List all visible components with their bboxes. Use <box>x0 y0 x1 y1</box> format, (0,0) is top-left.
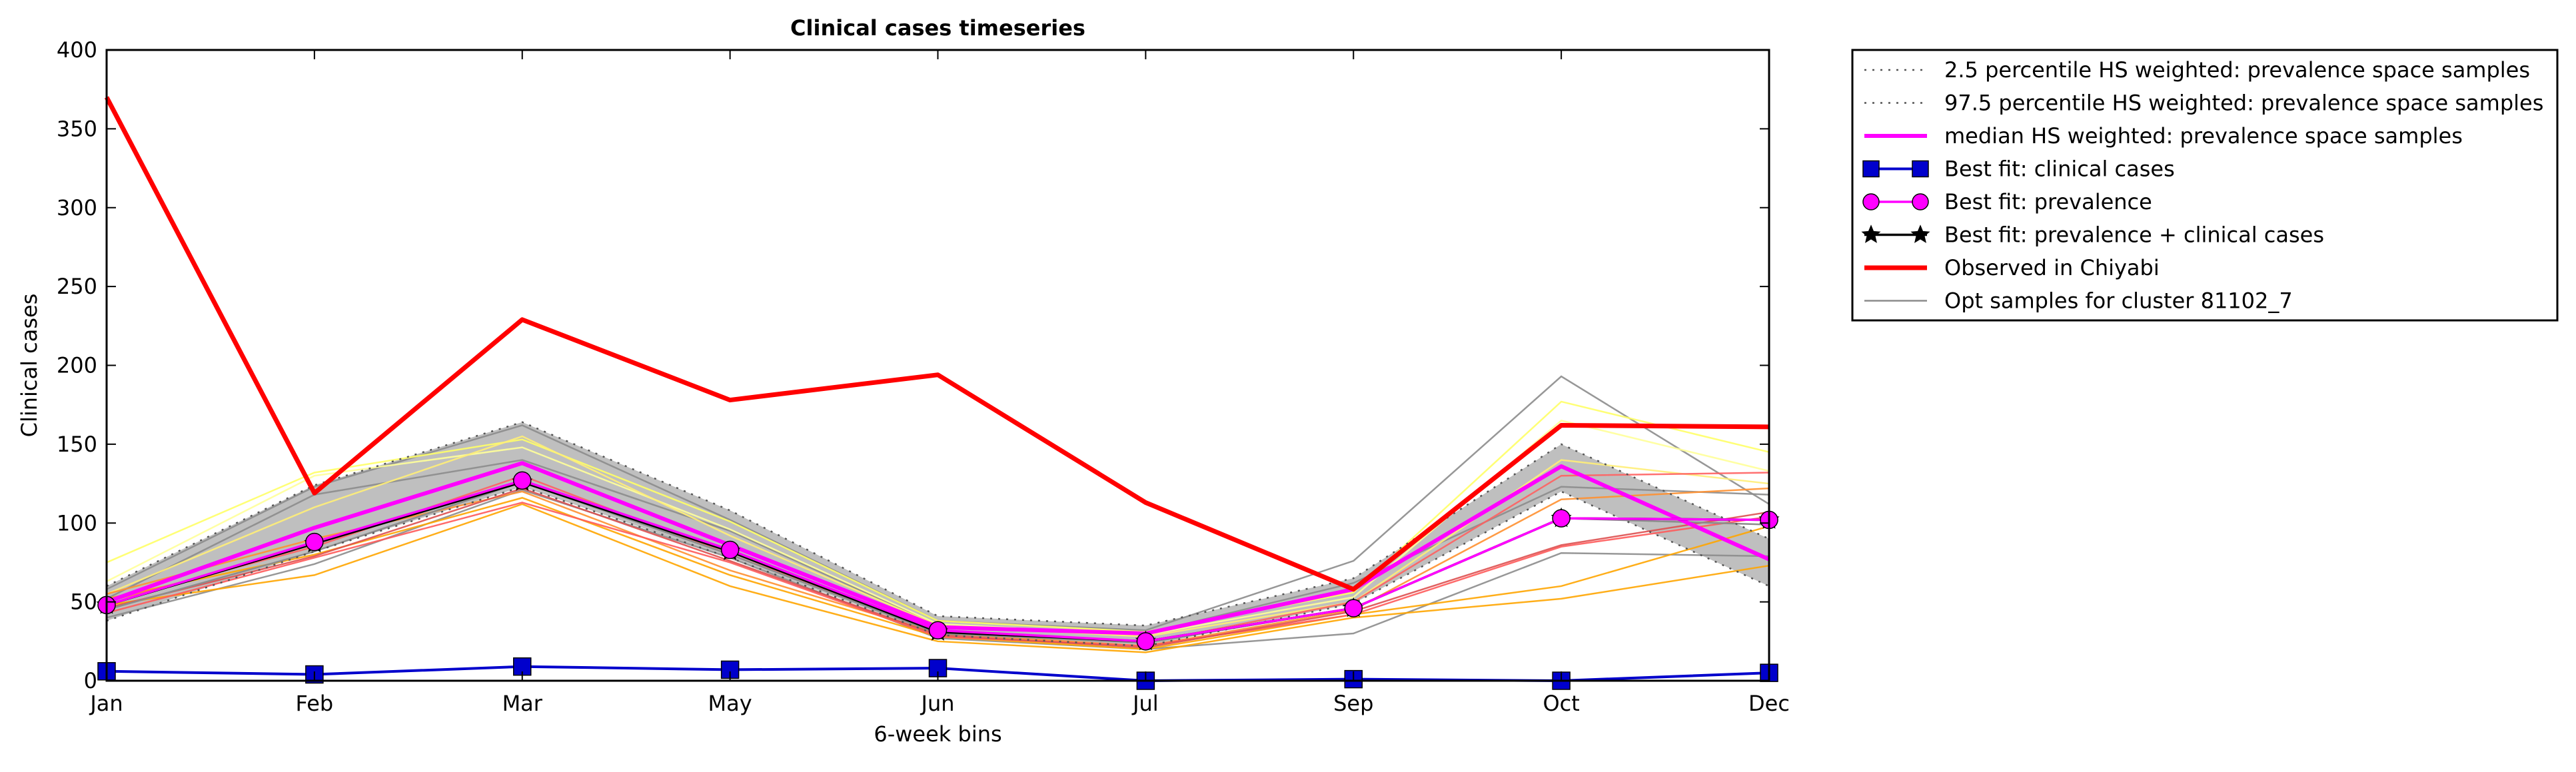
y-axis-label: Clinical cases <box>17 294 42 438</box>
series-layer <box>96 96 1780 690</box>
series-line <box>104 96 1770 592</box>
x-tick-label: Oct <box>1543 691 1579 716</box>
data-point <box>1862 193 1880 210</box>
y-tick-label: 350 <box>57 116 97 141</box>
y-tick-label: 300 <box>57 195 97 220</box>
legend-label: Opt samples for cluster 81102_7 <box>1944 288 2293 314</box>
x-axis-label: 6-week bins <box>874 721 1001 747</box>
legend: 2.5 percentile HS weighted: prevalence s… <box>1851 49 2559 322</box>
legend-label: Best fit: prevalence + clinical cases <box>1944 222 2324 248</box>
y-tick-label: 0 <box>84 668 97 693</box>
y-tick-label: 50 <box>70 589 97 615</box>
y-tick-label: 250 <box>57 274 97 299</box>
chart-title: Clinical cases timeseries <box>790 15 1085 41</box>
x-tick-label: Sep <box>1333 691 1373 716</box>
series-line <box>106 486 1770 647</box>
legend-label: median HS weighted: prevalence space sam… <box>1944 123 2463 149</box>
y-tick-label: 400 <box>57 37 97 63</box>
sample-line <box>106 503 1770 653</box>
data-point <box>1344 599 1363 617</box>
data-point <box>1861 224 1881 243</box>
x-tick-label: May <box>708 691 752 716</box>
legend-box <box>1851 49 2559 322</box>
data-point <box>1910 224 1930 243</box>
legend-label: Best fit: clinical cases <box>1944 157 2175 182</box>
data-point <box>1912 160 1929 178</box>
data-point <box>513 471 532 490</box>
legend-label: Best fit: prevalence <box>1944 189 2152 214</box>
x-tick-label: Jul <box>1131 691 1159 716</box>
x-tick-label: Mar <box>502 691 543 716</box>
sample-line <box>106 400 1770 633</box>
axes-layer: 0 50 100 150 200 250 300 350 400 Jan Feb Mar May Jun J… <box>57 37 1790 716</box>
x-tick-label: Jan <box>89 691 123 716</box>
y-tick-label: 100 <box>57 510 97 536</box>
y-tick-label: 200 <box>57 353 97 378</box>
data-point <box>928 659 948 677</box>
data-point <box>1136 632 1155 651</box>
data-point <box>1912 193 1929 210</box>
legend-label: 2.5 percentile HS weighted: prevalence s… <box>1944 57 2530 83</box>
data-point <box>928 621 948 639</box>
x-tick-label: Feb <box>296 691 334 716</box>
data-point <box>1862 160 1880 178</box>
data-point <box>720 540 740 560</box>
legend-label: Observed in Chiyabi <box>1944 255 2160 280</box>
x-tick-label: Dec <box>1748 691 1790 716</box>
data-point <box>1552 509 1571 528</box>
legend-label: 97.5 percentile HS weighted: prevalence … <box>1944 91 2543 116</box>
x-tick-label: Jun <box>920 691 955 716</box>
data-point <box>305 532 324 552</box>
y-tick-label: 150 <box>57 432 97 457</box>
